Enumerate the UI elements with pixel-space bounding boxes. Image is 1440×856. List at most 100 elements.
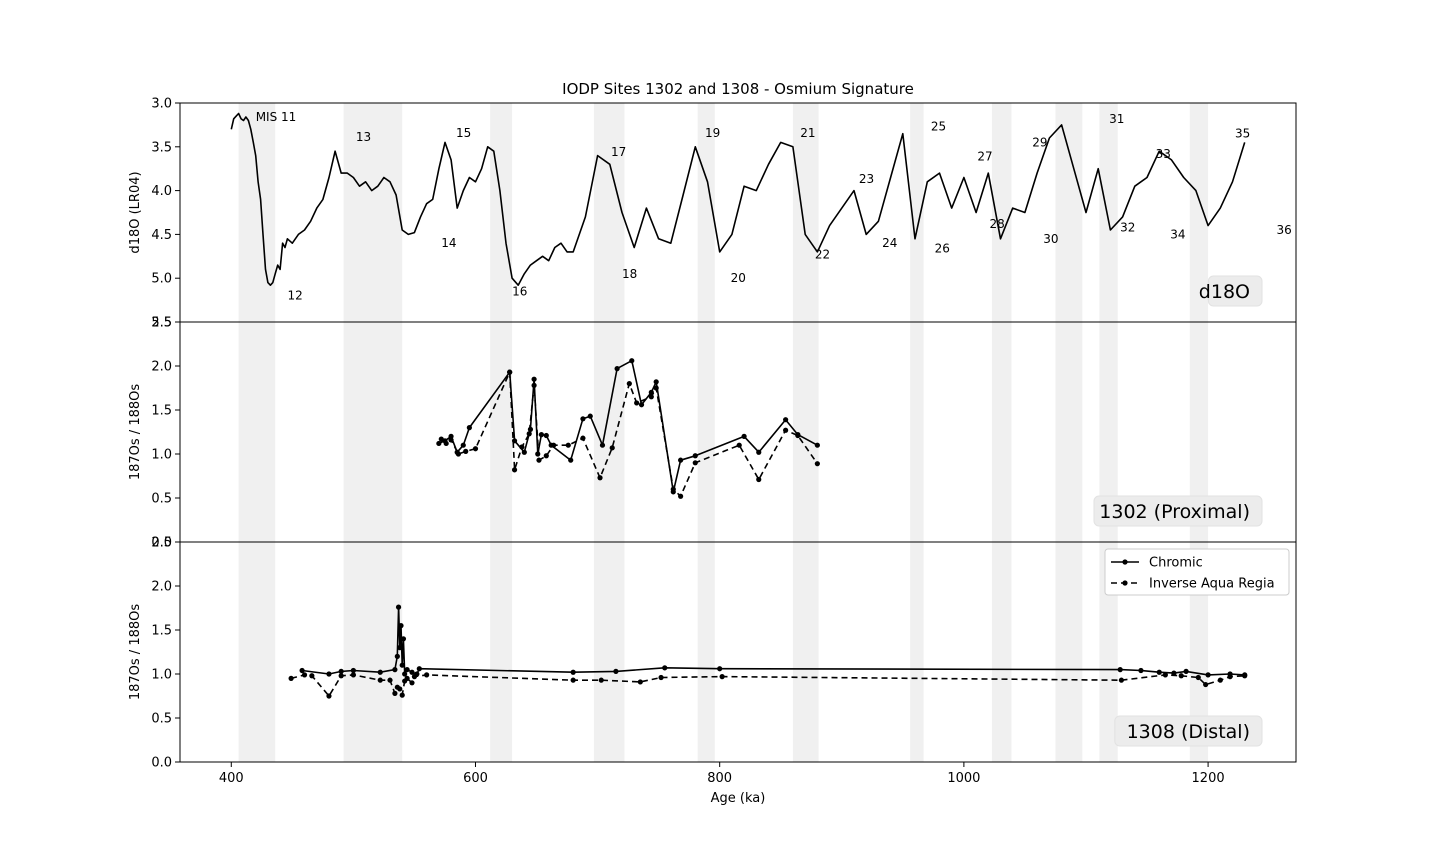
data-point xyxy=(536,457,542,463)
shaded-interval xyxy=(238,322,276,542)
data-point xyxy=(1162,672,1168,678)
y-tick-label: 1.0 xyxy=(151,668,172,683)
shaded-interval xyxy=(490,322,513,542)
data-point xyxy=(570,669,576,675)
shaded-interval xyxy=(238,542,276,762)
data-point xyxy=(756,449,762,455)
x-tick-label: 400 xyxy=(219,771,244,786)
shaded-interval xyxy=(1099,103,1118,322)
data-point xyxy=(392,690,398,696)
x-tick-label: 1200 xyxy=(1192,771,1225,786)
mis-label: 35 xyxy=(1235,127,1250,141)
shaded-interval xyxy=(792,542,819,762)
data-point xyxy=(1195,674,1201,681)
data-point xyxy=(1117,667,1123,673)
mis-label: 13 xyxy=(356,130,371,144)
panel-label-box: 1302 (Proximal) xyxy=(1093,495,1263,527)
data-point xyxy=(626,381,632,387)
legend: Chromic Inverse Aqua Regia xyxy=(1104,548,1290,596)
data-point xyxy=(543,432,549,439)
data-point xyxy=(543,453,549,459)
mis-label: 36 xyxy=(1276,223,1291,237)
y-axis-label: 187Os / 188Os xyxy=(128,384,143,481)
y-tick-label: 0.0 xyxy=(151,536,172,551)
data-point xyxy=(1242,673,1248,679)
data-point xyxy=(741,433,747,439)
panel-frame xyxy=(179,541,1297,763)
shaded-interval xyxy=(792,103,819,322)
mis-label: 32 xyxy=(1120,220,1135,234)
data-point xyxy=(795,432,801,439)
mis-label: 24 xyxy=(882,236,897,250)
shaded-interval xyxy=(991,103,1012,322)
data-point xyxy=(511,467,518,473)
shaded-interval xyxy=(1189,103,1209,322)
shaded-interval xyxy=(1099,322,1118,542)
legend-marker xyxy=(1122,580,1128,586)
data-point xyxy=(692,460,698,466)
shaded-interval xyxy=(792,322,819,542)
data-point xyxy=(568,457,574,463)
shaded-interval xyxy=(991,542,1012,762)
y-tick-label: 2.0 xyxy=(151,580,172,595)
data-point xyxy=(648,394,654,400)
data-point xyxy=(597,475,603,481)
legend-marker xyxy=(1122,559,1128,565)
y-axis-label: d18O (LR04) xyxy=(128,171,143,253)
data-point xyxy=(466,425,472,431)
y-tick-label: 4.0 xyxy=(151,184,172,199)
legend-frame xyxy=(1104,548,1290,596)
y-tick-label: 0.5 xyxy=(151,492,172,507)
mis-label: 15 xyxy=(456,126,471,140)
x-tick-label: 600 xyxy=(463,771,488,786)
y-tick-label: 1.5 xyxy=(151,404,172,419)
y-tick-label: 4.5 xyxy=(151,228,172,243)
data-point xyxy=(1178,673,1184,679)
data-point xyxy=(411,674,418,680)
data-point xyxy=(416,666,422,672)
shaded-interval xyxy=(991,322,1012,542)
data-point xyxy=(400,636,407,642)
data-point xyxy=(399,662,405,668)
data-point xyxy=(599,442,606,448)
data-point xyxy=(424,672,430,678)
data-point xyxy=(309,673,315,679)
y-tick-label: 3.0 xyxy=(151,97,172,112)
data-point xyxy=(662,665,668,671)
shaded-interval xyxy=(697,542,715,762)
y-tick-label: 5.5 xyxy=(151,316,172,331)
data-point xyxy=(350,667,356,674)
shaded-interval xyxy=(593,103,625,322)
data-point xyxy=(1171,670,1177,676)
data-point xyxy=(638,402,645,408)
y-tick-label: 2.5 xyxy=(151,316,172,331)
data-point xyxy=(1203,681,1209,688)
mis-label: 22 xyxy=(815,248,830,262)
data-point xyxy=(587,413,593,419)
mis-label: 33 xyxy=(1156,147,1171,161)
data-point xyxy=(338,668,344,674)
chart-title: IODP Sites 1302 and 1308 - Osmium Signat… xyxy=(562,80,914,98)
data-point xyxy=(670,486,676,492)
shaded-interval xyxy=(1099,542,1118,762)
shaded-interval xyxy=(1055,103,1083,322)
data-point xyxy=(326,671,332,677)
mis-label: 29 xyxy=(1032,135,1047,149)
series-line xyxy=(230,112,1246,287)
shaded-interval xyxy=(593,322,625,542)
y-tick-label: 0.0 xyxy=(151,756,172,771)
data-point xyxy=(398,623,404,629)
data-point xyxy=(460,442,466,448)
data-point xyxy=(1156,669,1162,675)
shaded-interval xyxy=(238,103,276,322)
shaded-interval xyxy=(697,103,715,322)
shaded-interval xyxy=(490,542,513,762)
panel-label-bg xyxy=(1114,715,1263,747)
data-point xyxy=(570,677,576,683)
shaded-interval xyxy=(697,322,715,542)
data-point xyxy=(538,432,545,438)
data-point xyxy=(814,442,820,448)
data-point xyxy=(717,666,723,672)
data-point xyxy=(531,376,537,382)
